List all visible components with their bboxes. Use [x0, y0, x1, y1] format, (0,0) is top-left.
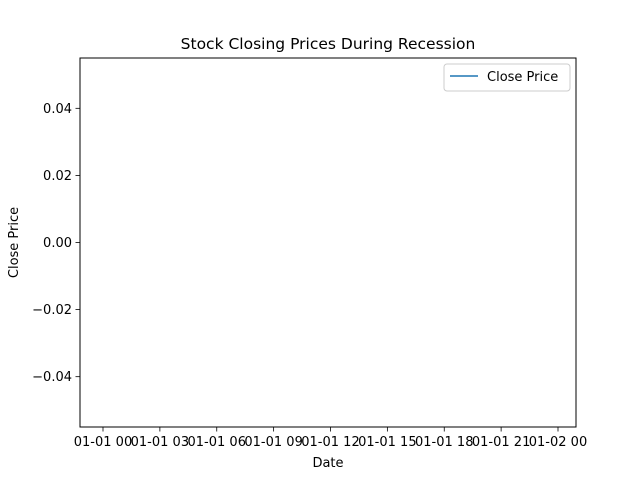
x-tick-label: 01-02 00 — [529, 435, 587, 450]
x-tick-label: 01-01 12 — [301, 435, 359, 450]
chart-title: Stock Closing Prices During Recession — [181, 35, 476, 53]
y-axis-ticks: −0.04 −0.02 0.00 0.02 0.04 — [32, 102, 80, 385]
y-tick-label: 0.00 — [43, 236, 72, 251]
x-tick-label: 01-01 15 — [358, 435, 416, 450]
x-tick-label: 01-01 00 — [74, 435, 132, 450]
legend-label-close-price: Close Price — [487, 70, 558, 85]
x-tick-label: 01-01 18 — [415, 435, 473, 450]
legend-box — [443, 63, 571, 92]
y-axis-label: Close Price — [7, 207, 22, 278]
legend: Close Price — [443, 63, 571, 92]
y-tick-label: −0.02 — [32, 303, 72, 318]
y-tick-label: −0.04 — [32, 370, 72, 385]
x-tick-label: 01-01 09 — [244, 435, 302, 450]
y-tick-label: 0.02 — [43, 169, 72, 184]
x-axis-label: Date — [312, 456, 343, 471]
x-tick-label: 01-01 06 — [188, 435, 246, 450]
plot-area — [79, 57, 577, 428]
x-tick-label: 01-01 21 — [472, 435, 530, 450]
y-tick-label: 0.04 — [43, 102, 72, 117]
x-tick-label: 01-01 03 — [131, 435, 189, 450]
